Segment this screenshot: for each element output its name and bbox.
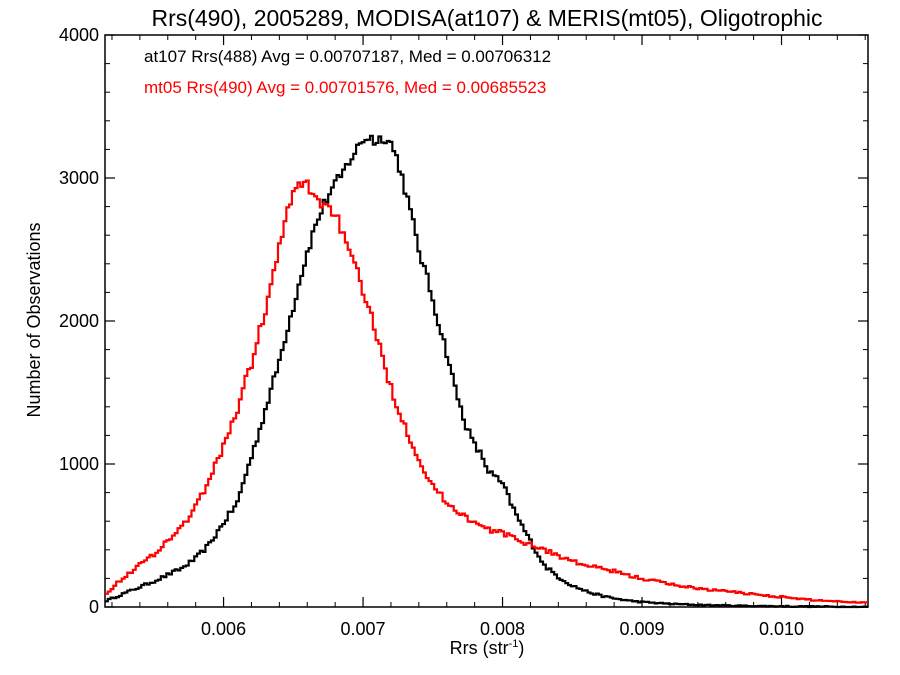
x-axis-label-main: Rrs (str [450,638,509,658]
x-tick-label: 0.008 [480,619,525,639]
x-tick-label: 0.006 [201,619,246,639]
x-axis-label-superscript: -1 [509,638,519,650]
y-tick-label: 1000 [59,454,99,474]
y-axis-label: Number of Observations [24,222,44,417]
y-tick-label: 2000 [59,311,99,331]
plot-frame [104,34,869,608]
x-axis-label-close: ) [518,638,524,658]
annotation-mt05-stats: mt05 Rrs(490) Avg = 0.00701576, Med = 0.… [144,78,546,97]
chart-title: Rrs(490), 2005289, MODISA(at107) & MERIS… [151,5,822,31]
x-tick-label: 0.010 [759,619,804,639]
axis-ticks [105,34,868,608]
x-axis-label: Rrs (str-1) [450,638,525,658]
y-tick-label: 3000 [59,168,99,188]
y-tick-label: 0 [89,597,99,617]
y-tick-label: 4000 [59,25,99,45]
axis-tick-labels: 0.006 0.007 0.008 0.009 0.010 0 1000 2000 3000 40… [59,25,804,639]
annotation-at107-stats: at107 Rrs(488) Avg = 0.00707187, Med = 0… [144,47,551,66]
series-mt05-line [105,179,868,604]
series-group [105,134,868,609]
x-tick-label: 0.009 [620,619,665,639]
x-tick-label: 0.007 [341,619,386,639]
series-at107-line [105,134,868,609]
